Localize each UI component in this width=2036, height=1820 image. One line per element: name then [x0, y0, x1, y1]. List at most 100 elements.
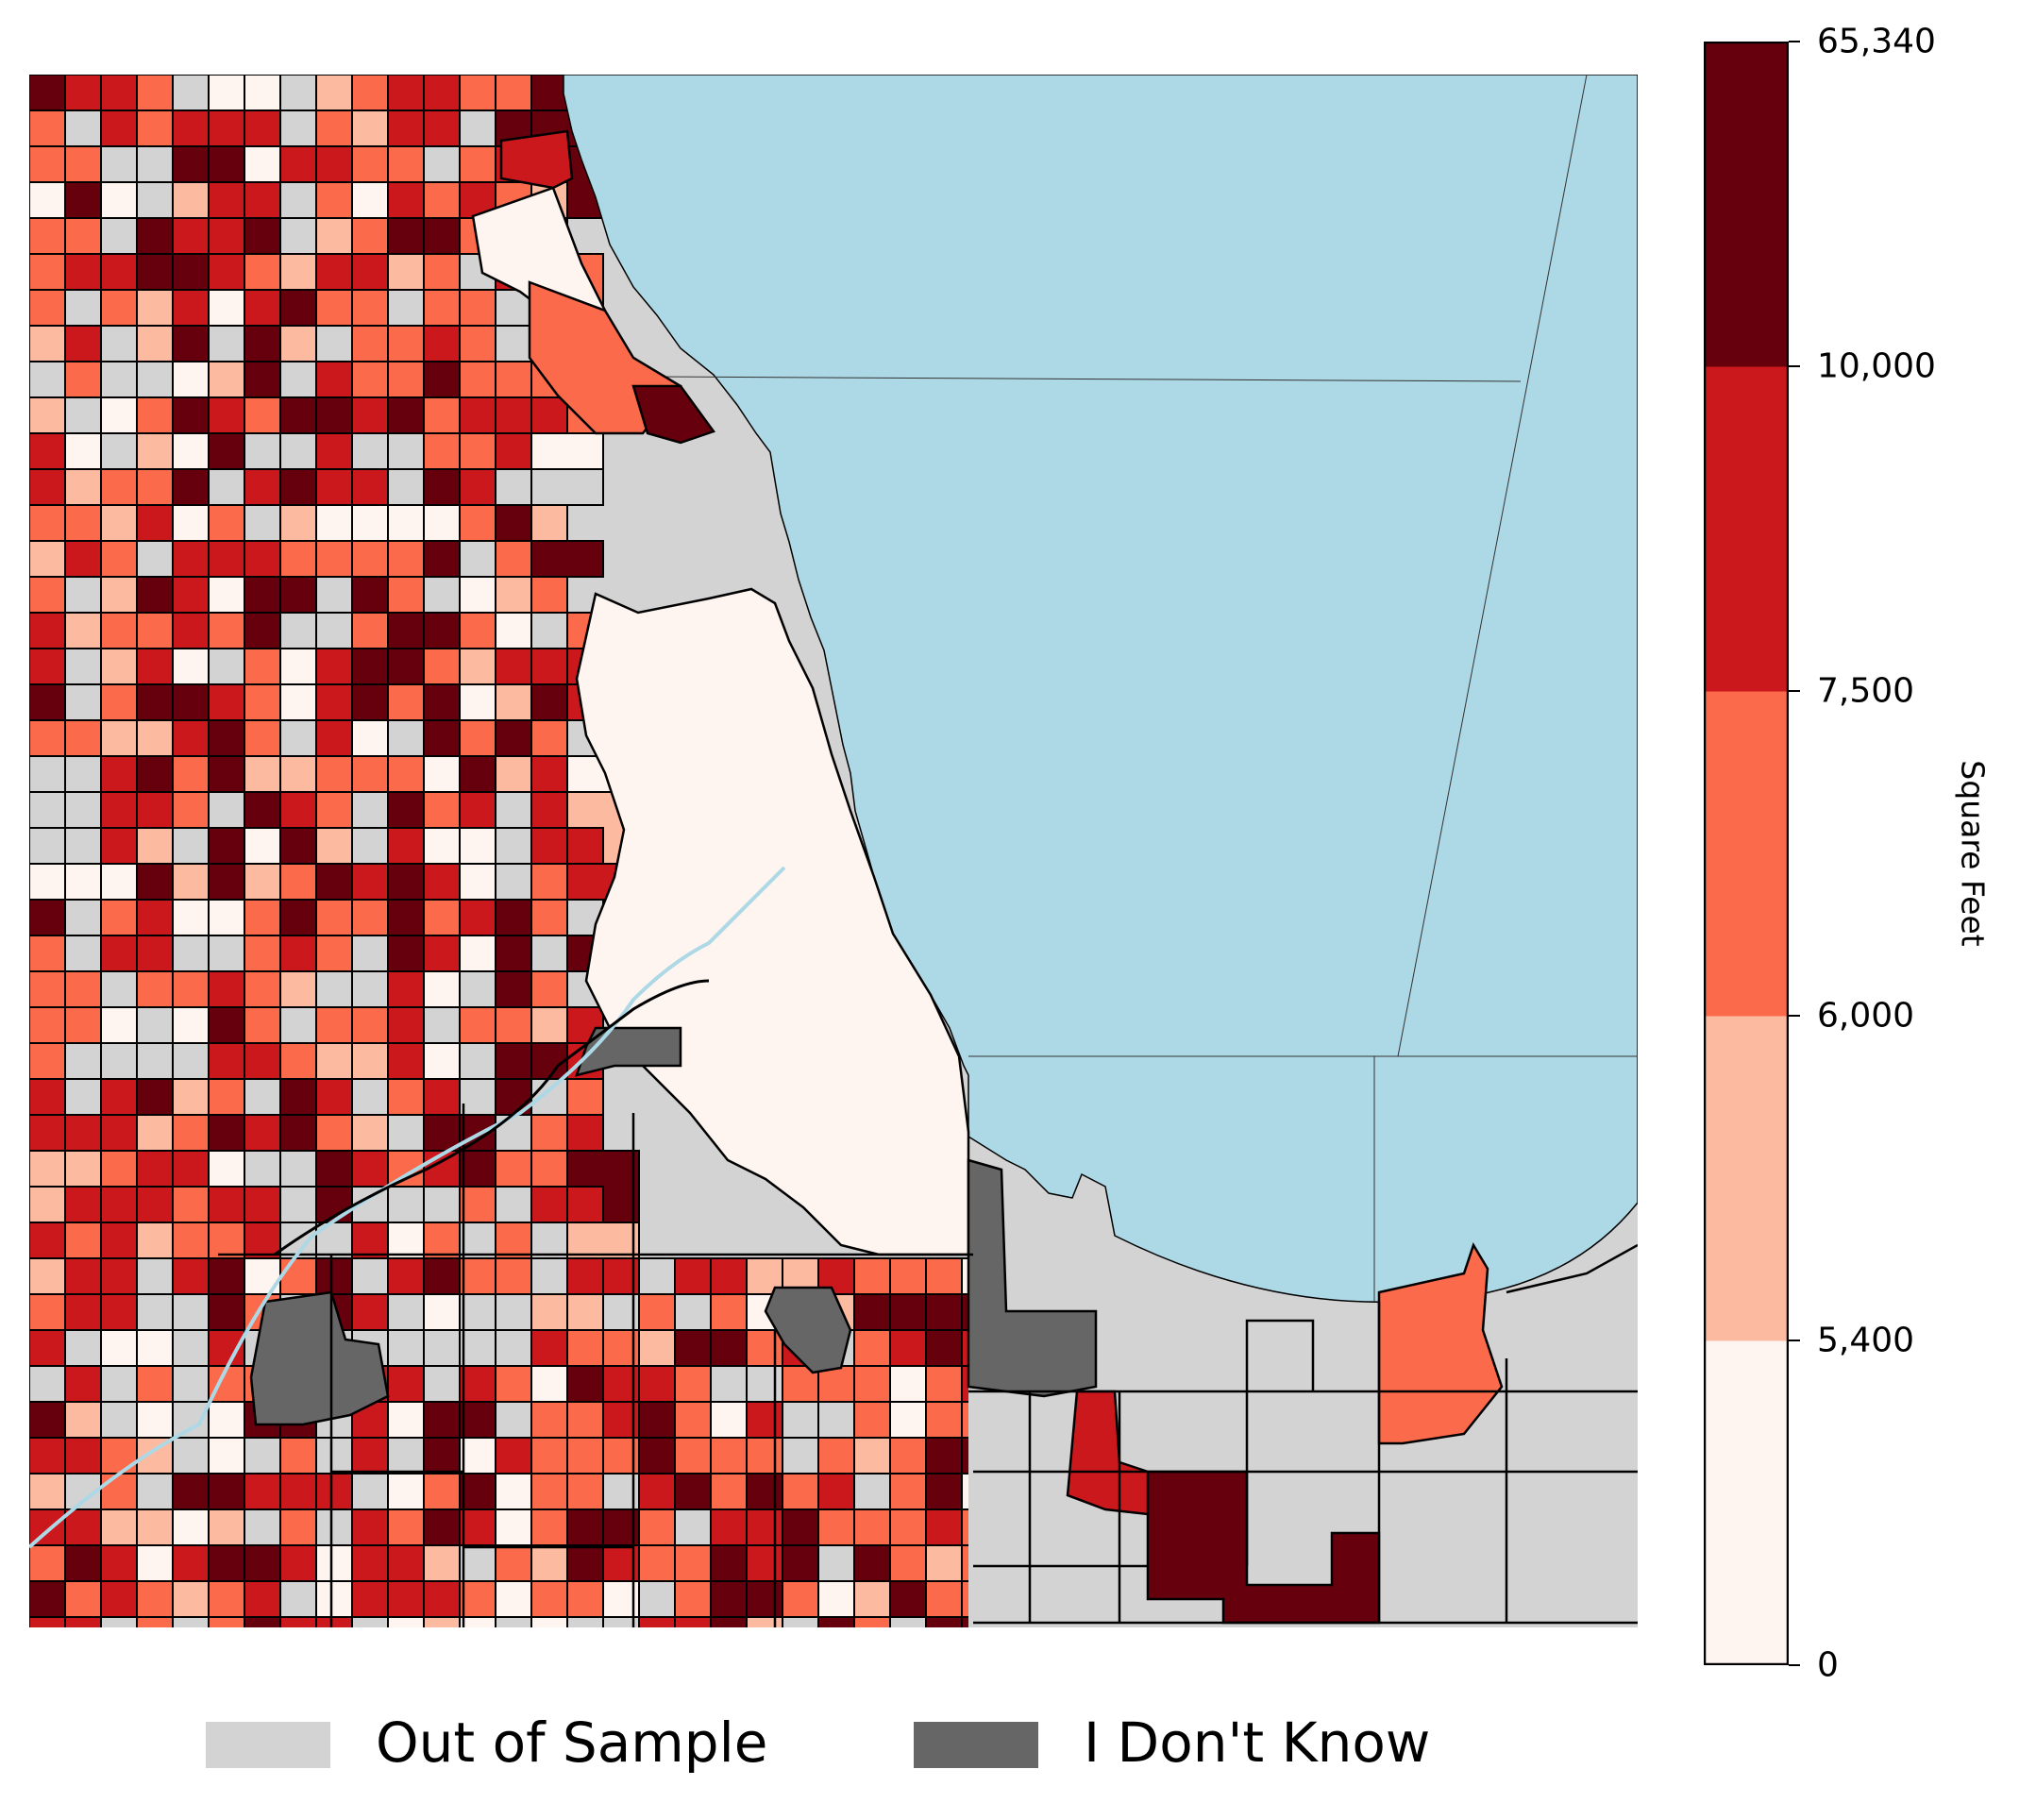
- municipality-tile: [423, 576, 461, 614]
- municipality-tile: [459, 1365, 496, 1403]
- municipality-tile: [100, 755, 138, 793]
- municipality-tile: [746, 1437, 783, 1475]
- municipality-tile: [29, 1580, 66, 1618]
- municipality-tile: [100, 1365, 138, 1403]
- colorbar-title-text: Square Feet: [1954, 760, 1992, 947]
- municipality-tile: [746, 1401, 783, 1439]
- municipality-tile: [100, 863, 138, 901]
- municipality-tile: [495, 935, 532, 972]
- municipality-tile: [244, 1006, 281, 1044]
- municipality-tile: [244, 1150, 281, 1188]
- municipality-tile: [315, 253, 353, 291]
- legend-swatch-dont-know: [914, 1722, 1038, 1768]
- municipality-tile: [64, 253, 102, 291]
- choropleth-map: [29, 75, 1638, 1627]
- municipality-tile: [423, 468, 461, 506]
- municipality-tile: [136, 755, 174, 793]
- municipality-tile: [495, 719, 532, 757]
- municipality-tile: [29, 110, 66, 147]
- municipality-tile: [136, 683, 174, 721]
- municipality-tile: [136, 1473, 174, 1510]
- municipality-tile: [495, 1257, 532, 1295]
- municipality-tile: [495, 1293, 532, 1331]
- municipality-tile: [566, 1544, 604, 1582]
- colorbar-tick-label-3: 7,500: [1817, 671, 1915, 711]
- municipality-tile: [208, 1544, 245, 1582]
- municipality-tile: [351, 899, 389, 936]
- municipality-tile: [208, 540, 245, 578]
- municipality-tile: [566, 1078, 604, 1116]
- municipality-tile: [351, 361, 389, 398]
- municipality-tile: [244, 863, 281, 901]
- municipality-tile: [423, 612, 461, 649]
- municipality-tile: [459, 899, 496, 936]
- municipality-tile: [566, 1437, 604, 1475]
- municipality-tile: [387, 361, 425, 398]
- colorbar-frame: [1704, 42, 1789, 1665]
- municipality-tile: [925, 1580, 963, 1618]
- municipality-tile: [351, 325, 389, 362]
- se-orange: [1377, 1242, 1504, 1445]
- municipality-tile: [208, 396, 245, 434]
- municipality-tile: [853, 1401, 891, 1439]
- municipality-tile: [244, 1508, 281, 1546]
- municipality-tile: [961, 1616, 974, 1627]
- legend-label-out-of-sample: Out of Sample: [376, 1710, 768, 1775]
- municipality-tile: [351, 468, 389, 506]
- municipality-tile: [279, 504, 317, 542]
- municipality-tile: [423, 540, 461, 578]
- colorbar-tick-mark-3: [1789, 690, 1800, 692]
- municipality-tile: [853, 1580, 891, 1618]
- municipality-tile: [459, 1508, 496, 1546]
- municipality-tile: [315, 755, 353, 793]
- municipality-tile: [279, 432, 317, 470]
- unknown-region-south: [967, 1158, 1098, 1398]
- legend: Out of Sample I Don't Know: [0, 1699, 2036, 1794]
- municipality-tile: [136, 863, 174, 901]
- colorbar-tick-label-0: 0: [1817, 1645, 1839, 1685]
- municipality-tile: [495, 1186, 532, 1223]
- municipality-tile: [530, 755, 568, 793]
- municipality-tile: [530, 1616, 568, 1627]
- municipality-tile: [459, 1329, 496, 1367]
- municipality-tile: [925, 1544, 963, 1582]
- municipality-tile: [208, 1257, 245, 1295]
- municipality-tile: [530, 791, 568, 829]
- municipality-tile: [315, 899, 353, 936]
- municipality-tile: [495, 791, 532, 829]
- colorbar-tick-label-2: 6,000: [1817, 996, 1915, 1036]
- municipality-tile: [244, 1544, 281, 1582]
- municipality-tile: [172, 75, 210, 111]
- municipality-tile: [315, 683, 353, 721]
- municipality-tile: [100, 1078, 138, 1116]
- municipality-tile: [351, 612, 389, 649]
- colorbar-ticks: [1787, 42, 1789, 1665]
- municipality-tile: [387, 1473, 425, 1510]
- municipality-tile: [315, 1437, 353, 1475]
- municipality-tile: [64, 1114, 102, 1152]
- municipality-tile: [208, 1616, 245, 1627]
- municipality-tile: [100, 576, 138, 614]
- municipality-tile: [172, 1580, 210, 1618]
- municipality-tile: [172, 110, 210, 147]
- colorbar-tick-mark-2: [1789, 1015, 1800, 1017]
- municipality-tile: [244, 1580, 281, 1618]
- municipality-tile: [172, 1222, 210, 1259]
- municipality-tile: [208, 1186, 245, 1223]
- municipality-tile: [530, 683, 568, 721]
- municipality-tile: [853, 1616, 891, 1627]
- municipality-tile: [459, 1437, 496, 1475]
- municipality-tile: [602, 1616, 640, 1627]
- municipality-tile: [423, 1437, 461, 1475]
- municipality-tile: [64, 110, 102, 147]
- municipality-tile: [29, 683, 66, 721]
- municipality-tile: [279, 1508, 317, 1546]
- municipality-tile: [495, 432, 532, 470]
- colorbar-tick-mark-1: [1789, 1340, 1800, 1341]
- municipality-tile: [459, 576, 496, 614]
- municipality-tile: [387, 1042, 425, 1080]
- municipality-tile: [530, 468, 604, 506]
- municipality-tile: [315, 1508, 353, 1546]
- municipality-tile: [459, 719, 496, 757]
